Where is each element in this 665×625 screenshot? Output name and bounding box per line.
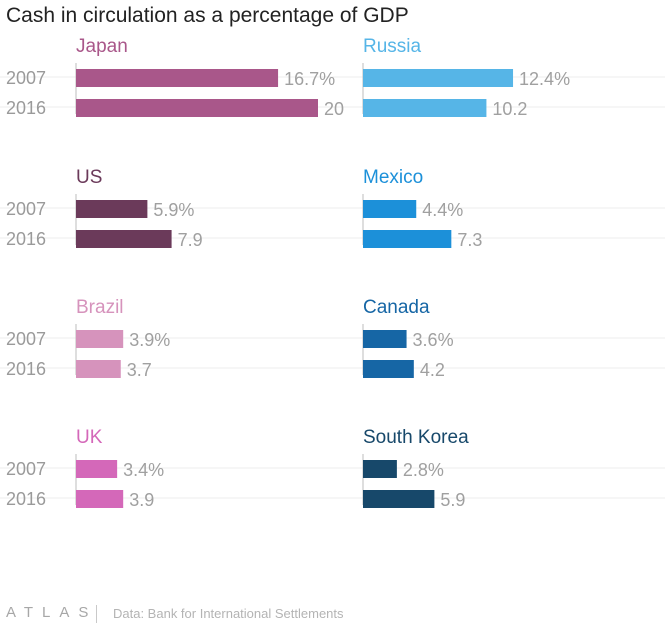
chart-title: Cash in circulation as a percentage of G… (6, 4, 409, 27)
source-note: Data: Bank for International Settlements (113, 606, 344, 621)
bar-mexico-2016 (363, 230, 452, 248)
bar-brazil-2016 (76, 360, 121, 378)
value-label: 4.4% (422, 200, 463, 220)
panel-label-us: US (76, 167, 102, 188)
panel-label-mexico: Mexico (363, 167, 423, 188)
bar-us-2016 (76, 230, 172, 248)
bar-russia-2007 (363, 69, 514, 87)
bar-japan-2016 (76, 99, 318, 117)
value-label: 5.9 (440, 490, 465, 510)
value-label: 7.9 (178, 230, 203, 250)
value-label: 10.2 (492, 99, 527, 119)
panel-label-canada: Canada (363, 297, 430, 318)
value-label: 12.4% (519, 69, 570, 89)
value-label: 16.7% (284, 69, 335, 89)
value-label: 3.7 (127, 360, 152, 380)
bar-south-korea-2016 (363, 490, 435, 508)
category-label: 2016 (6, 229, 46, 249)
value-label: 3.6% (413, 330, 454, 350)
panel-label-uk: UK (76, 427, 103, 448)
bar-mexico-2007 (363, 200, 417, 218)
small-multiples-bar-chart: Japan 2007 16.7% 2016 20 Russia 12.4% 10.2 US 200… (0, 36, 665, 510)
category-label: 2016 (6, 359, 46, 379)
bar-canada-2007 (363, 330, 407, 348)
panel-label-japan: Japan (76, 36, 128, 57)
bar-south-korea-2007 (363, 460, 397, 478)
footer-divider (96, 605, 97, 623)
value-label: 3.9% (129, 330, 170, 350)
value-label: 2.8% (403, 460, 444, 480)
bar-canada-2016 (363, 360, 414, 378)
panel-label-south-korea: South Korea (363, 427, 469, 448)
category-label: 2016 (6, 98, 46, 118)
bar-brazil-2007 (76, 330, 124, 348)
value-label: 4.2 (420, 360, 445, 380)
atlas-logo: ATLAS (6, 604, 98, 621)
category-label: 2007 (6, 199, 46, 219)
panel-label-brazil: Brazil (76, 297, 124, 318)
value-label: 5.9% (153, 200, 194, 220)
bar-japan-2007 (76, 69, 279, 87)
bar-russia-2016 (363, 99, 487, 117)
bar-us-2007 (76, 200, 148, 218)
value-label: 3.4% (123, 460, 164, 480)
value-label: 20 (324, 99, 344, 119)
category-label: 2007 (6, 68, 46, 88)
bar-uk-2007 (76, 460, 118, 478)
value-label: 7.3 (457, 230, 482, 250)
category-label: 2007 (6, 329, 46, 349)
category-label: 2016 (6, 489, 46, 509)
bar-uk-2016 (76, 490, 124, 508)
category-label: 2007 (6, 459, 46, 479)
value-label: 3.9 (129, 490, 154, 510)
panel-label-russia: Russia (363, 36, 422, 57)
